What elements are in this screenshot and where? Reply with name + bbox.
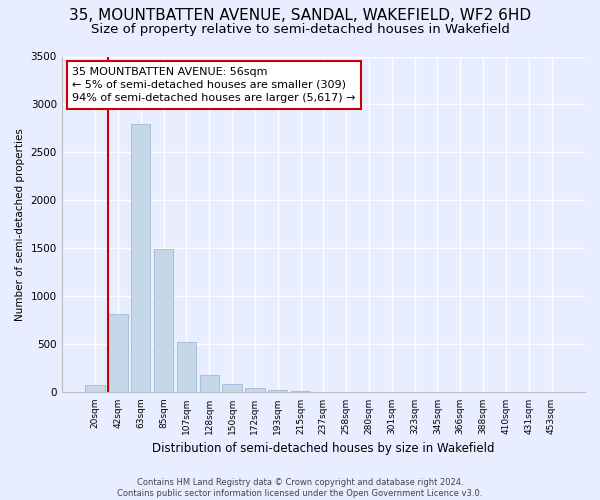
Text: 35, MOUNTBATTEN AVENUE, SANDAL, WAKEFIELD, WF2 6HD: 35, MOUNTBATTEN AVENUE, SANDAL, WAKEFIEL…: [69, 8, 531, 22]
Bar: [268, 390, 287, 392]
Bar: [108, 314, 128, 392]
Bar: [223, 384, 242, 392]
Text: 35 MOUNTBATTEN AVENUE: 56sqm
← 5% of semi-detached houses are smaller (309)
94% : 35 MOUNTBATTEN AVENUE: 56sqm ← 5% of sem…: [72, 66, 356, 103]
X-axis label: Distribution of semi-detached houses by size in Wakefield: Distribution of semi-detached houses by …: [152, 442, 494, 455]
Bar: [245, 388, 265, 392]
Bar: [177, 342, 196, 392]
Bar: [85, 385, 105, 392]
Bar: [200, 374, 219, 392]
Bar: [154, 250, 173, 392]
Bar: [291, 391, 310, 392]
Text: Size of property relative to semi-detached houses in Wakefield: Size of property relative to semi-detach…: [91, 22, 509, 36]
Text: Contains HM Land Registry data © Crown copyright and database right 2024.
Contai: Contains HM Land Registry data © Crown c…: [118, 478, 482, 498]
Y-axis label: Number of semi-detached properties: Number of semi-detached properties: [15, 128, 25, 321]
Bar: [131, 124, 151, 392]
